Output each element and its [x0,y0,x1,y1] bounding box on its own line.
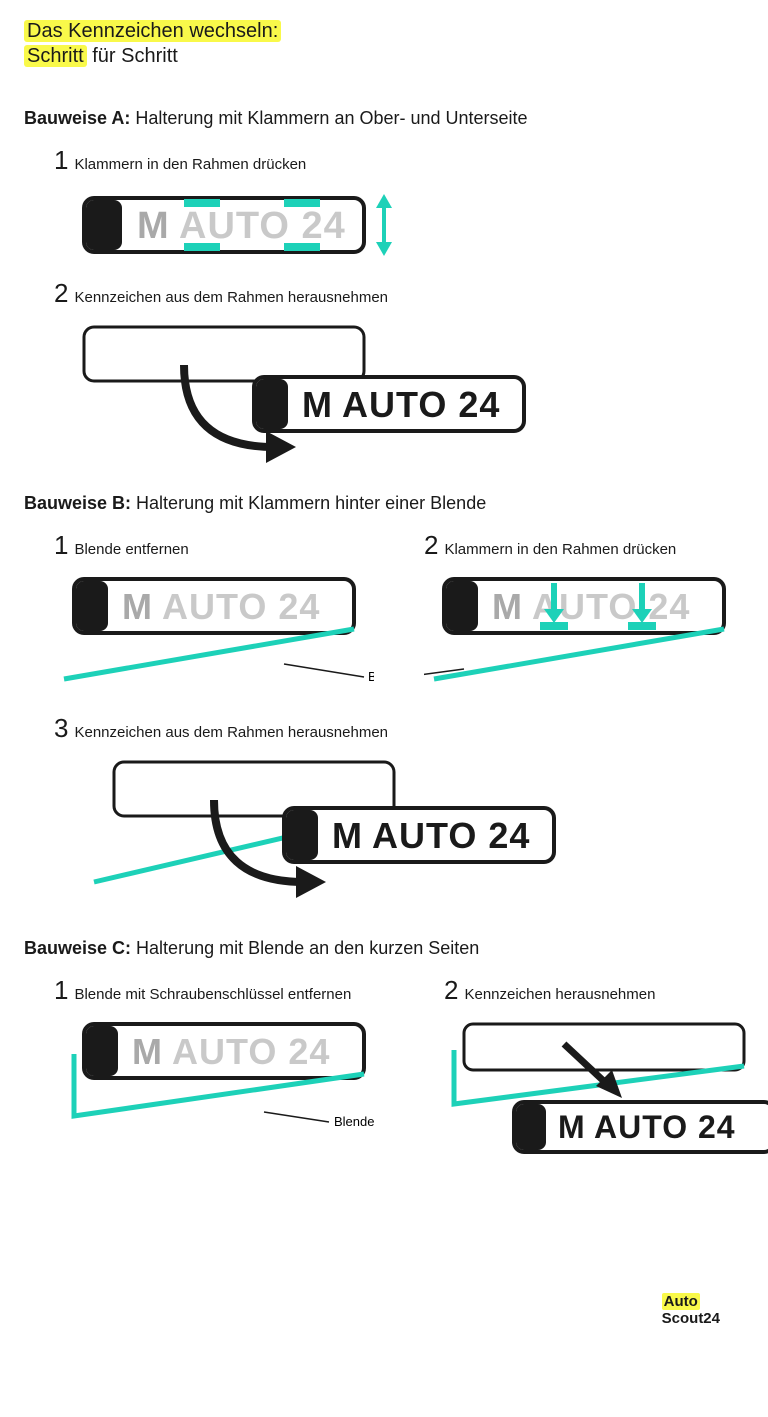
title-line2a: Schritt [24,45,87,67]
svg-text:M: M [332,815,363,856]
svg-text:M: M [137,205,170,247]
b-step1: 1 Blende entfernen [54,530,374,561]
svg-text:AUTO 24: AUTO 24 [172,1031,330,1072]
section-c-title: Bauweise C: Halterung mit Blende an den … [24,938,744,959]
a-step1: 1 Klammern in den Rahmen drücken [54,145,744,176]
svg-text:M: M [132,1031,163,1072]
diagram-c1: M AUTO 24 Blende [54,1014,394,1144]
svg-text:M: M [122,586,153,627]
a-step2: 2 Kennzeichen aus dem Rahmen herausnehme… [54,278,744,309]
svg-text:M: M [492,586,523,627]
c-step2: 2 Kennzeichen herausnehmen [444,975,768,1006]
svg-text:AUTO 24: AUTO 24 [594,1109,736,1145]
svg-text:Blende: Blende [368,669,374,684]
brand-logo: Auto Scout24 [662,1293,720,1327]
svg-text:M: M [302,384,333,425]
c-step1: 1 Blende mit Schraubenschlüssel entferne… [54,975,394,1006]
b-step3: 3 Kennzeichen aus dem Rahmen herausnehme… [54,713,744,744]
section-b-title: Bauweise B: Halterung mit Klammern hinte… [24,493,744,514]
svg-text:AUTO 24: AUTO 24 [162,586,320,627]
svg-text:Blende: Blende [334,1114,374,1129]
svg-text:AUTO 24: AUTO 24 [342,384,500,425]
diagram-b2: M AUTO 24 [424,569,744,699]
diagram-b3: M AUTO 24 [74,752,574,912]
svg-text:M: M [558,1109,586,1145]
title-line2b: für Schritt [87,45,178,67]
diagram-a2: M AUTO 24 [74,317,534,467]
diagram-c2: M AUTO 24 [444,1014,768,1164]
page-title: Das Kennzeichen wechseln: Schritt für Sc… [24,20,744,68]
svg-text:AUTO 24: AUTO 24 [372,815,530,856]
diagram-a1: M AUTO 24 [74,184,434,264]
section-a-title: Bauweise A: Halterung mit Klammern an Ob… [24,108,744,129]
b-step2: 2 Klammern in den Rahmen drücken [424,530,744,561]
svg-text:AUTO 24: AUTO 24 [179,205,346,247]
title-line1: Das Kennzeichen wechseln: [24,20,281,42]
diagram-b1: M AUTO 24 Blende [54,569,374,699]
